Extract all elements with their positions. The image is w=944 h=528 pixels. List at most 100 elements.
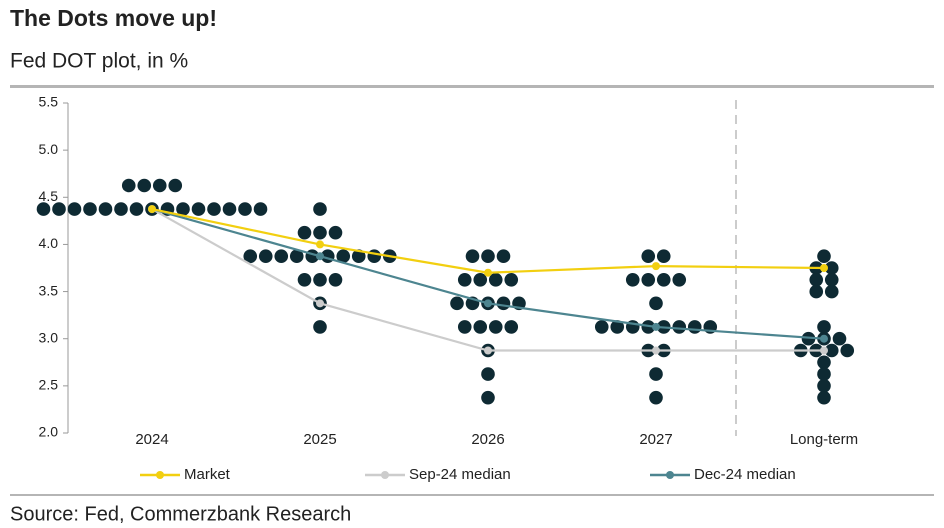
dot — [36, 202, 51, 216]
dot — [67, 202, 82, 216]
chart-subtitle: Fed DOT plot, in % — [10, 50, 188, 73]
dot — [253, 202, 268, 216]
dot — [457, 320, 472, 334]
dot — [238, 202, 252, 216]
y-tick-label: 4.0 — [39, 235, 59, 251]
dot — [840, 343, 855, 358]
dot — [481, 390, 495, 405]
dot — [450, 296, 464, 311]
series-point — [484, 299, 492, 308]
dot — [481, 249, 495, 264]
x-tick-label: 2026 — [471, 431, 504, 448]
y-tick-label: 3.5 — [39, 282, 59, 298]
dot — [328, 272, 343, 287]
dot — [473, 272, 488, 287]
dot — [176, 202, 190, 216]
dot — [817, 379, 831, 393]
dot — [83, 202, 97, 216]
dot — [52, 202, 66, 216]
y-tick-label: 5.5 — [39, 94, 59, 110]
series-point — [820, 346, 828, 355]
series-point — [652, 346, 660, 355]
dot — [289, 249, 304, 264]
dot — [824, 284, 839, 299]
legend-label: Dec-24 median — [694, 466, 796, 483]
y-tick-label: 2.5 — [39, 377, 59, 393]
series-line — [151, 207, 825, 274]
dot — [817, 367, 831, 381]
x-tick-label: 2025 — [303, 431, 336, 448]
dot — [824, 343, 839, 358]
dot — [222, 202, 237, 216]
legend-label: Sep-24 median — [409, 466, 511, 483]
dot — [496, 296, 511, 311]
series-point — [316, 299, 324, 308]
dot — [488, 320, 503, 334]
dot — [656, 249, 671, 264]
source: Source: Fed, Commerzbank Research — [10, 503, 351, 525]
legend-marker — [156, 471, 164, 479]
dot — [297, 272, 312, 287]
dot — [809, 272, 824, 287]
dot — [313, 320, 327, 334]
dot — [328, 225, 343, 240]
dot — [121, 178, 136, 193]
header-rule — [10, 85, 934, 88]
dot — [258, 249, 273, 264]
y-tick-label: 5.0 — [39, 141, 59, 157]
dot — [481, 367, 495, 381]
series-point — [316, 252, 324, 261]
x-tick-label: 2027 — [639, 431, 672, 448]
dot — [243, 249, 258, 264]
dot — [152, 178, 167, 193]
dot — [129, 202, 144, 216]
dot — [297, 225, 312, 240]
footer-rule — [10, 494, 934, 496]
dot — [594, 320, 609, 334]
legend-label: Market — [184, 466, 231, 483]
dot — [610, 320, 625, 334]
dot — [817, 249, 831, 264]
dot — [687, 320, 702, 334]
dot — [672, 320, 687, 334]
dot — [656, 272, 671, 287]
dot — [504, 320, 519, 334]
x-tick-label: 2024 — [135, 431, 168, 448]
dot — [336, 249, 351, 264]
dot — [168, 178, 183, 193]
dot — [473, 320, 488, 334]
dot — [824, 272, 839, 287]
dot — [641, 249, 656, 264]
dot — [625, 272, 640, 287]
y-tick-label: 2.0 — [39, 424, 59, 440]
dot — [465, 249, 480, 264]
dot — [114, 202, 128, 216]
dot — [649, 390, 663, 405]
dot — [313, 225, 327, 240]
dot — [641, 272, 656, 287]
series-point — [148, 205, 156, 214]
dot — [191, 202, 206, 216]
series-point — [652, 322, 660, 331]
chart-title: The Dots move up! — [10, 5, 217, 31]
dot — [207, 202, 221, 216]
dot — [98, 202, 113, 216]
legend-marker — [381, 471, 389, 479]
x-tick-label: Long-term — [790, 431, 858, 448]
dot — [367, 249, 382, 264]
legend-marker — [666, 471, 674, 479]
dot — [817, 320, 831, 334]
dot — [817, 355, 831, 370]
series-point — [820, 334, 828, 343]
dot — [137, 178, 152, 193]
dot — [832, 331, 847, 346]
dot — [809, 284, 824, 299]
dot — [488, 272, 503, 287]
series-point — [484, 268, 492, 277]
dot — [824, 261, 839, 275]
series-point — [820, 264, 828, 272]
dot — [672, 272, 687, 287]
dot — [313, 272, 327, 287]
series-point — [316, 240, 324, 249]
